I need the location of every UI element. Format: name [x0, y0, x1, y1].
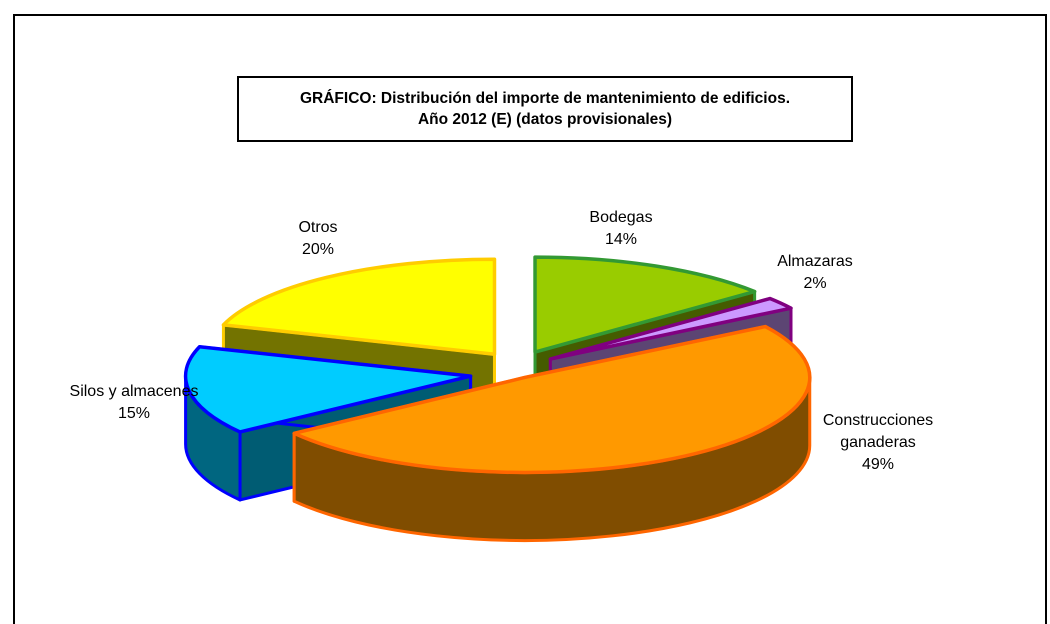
data-label-otros: Otros 20% — [298, 219, 337, 258]
chart-title: GRÁFICO: Distribución del importe de man… — [237, 76, 853, 142]
pie-slice-almazaras — [548, 296, 793, 361]
data-label-construcciones-ganaderas: Construcciones ganaderas 49% — [823, 412, 933, 473]
pie-slice-bodegas — [533, 255, 757, 354]
data-label-silos-y-almacenes: Silos y almacenes 15% — [70, 383, 199, 422]
pie-slice-otros — [221, 257, 497, 356]
pie-labels: Bodegas 14% Almazaras 2% Construcciones ganad… — [70, 209, 934, 473]
data-label-almazaras: Almazaras 2% — [777, 253, 853, 292]
chart-title-line2: Año 2012 (E) (datos provisionales) — [417, 111, 673, 128]
chart-title-line1: GRÁFICO: Distribución del importe de man… — [299, 90, 791, 107]
pie-slice-silos-y-almacenes — [183, 345, 473, 434]
data-label-bodegas: Bodegas 14% — [589, 209, 652, 248]
pie-tops — [183, 255, 812, 475]
pie-slice-construcciones-ganaderas — [292, 324, 812, 475]
